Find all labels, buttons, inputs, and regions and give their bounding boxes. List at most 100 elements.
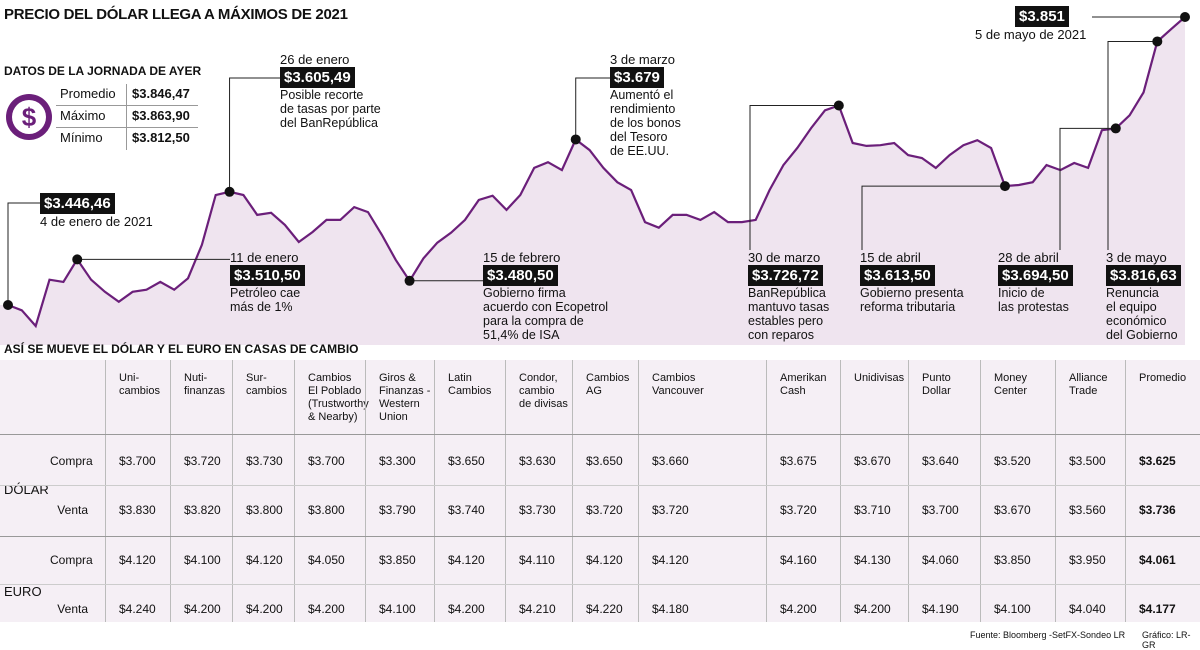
annotation-date: 11 de enero	[230, 250, 299, 265]
annotation: 3 de marzo $3.679 Aumentó el rendimiento d…	[610, 52, 681, 158]
cell: $4.120	[586, 553, 623, 567]
cell: $3.950	[1069, 553, 1106, 567]
annotation: $3.446,46 4 de enero de 2021	[40, 193, 153, 229]
group-label: EURO	[4, 584, 42, 599]
jornada-title: DATOS DE LA JORNADA DE AYER	[4, 64, 202, 78]
cell: $3.640	[922, 454, 959, 468]
connector	[1059, 127, 1116, 250]
cell: $4.120	[448, 553, 485, 567]
cell: $3.830	[119, 503, 156, 517]
annotation-date: 3 de mayo	[1106, 250, 1167, 265]
column-header: Money Center	[994, 372, 1028, 397]
cell: $3.630	[519, 454, 556, 468]
svg-text:$: $	[22, 102, 37, 132]
cell: $3.730	[246, 454, 283, 468]
stat-label: Promedio	[60, 86, 116, 101]
cell: $3.710	[854, 503, 891, 517]
column-header: Unidivisas	[854, 372, 905, 384]
column-rule	[840, 360, 841, 622]
stat-value: $3.812,50	[132, 130, 190, 145]
annotation-date: 28 de abril	[998, 250, 1059, 265]
column-header: Alliance Trade	[1069, 372, 1108, 397]
annotation-note: Aumentó el rendimiento de los bonos del …	[610, 88, 681, 158]
connector	[749, 104, 839, 250]
column-header: Cambios El Poblado (Trustworthy & Nearby…	[308, 372, 369, 423]
chart	[0, 12, 1190, 345]
group-rule	[0, 434, 1200, 435]
column-header: Cambios Vancouver	[652, 372, 704, 397]
cell: $4.050	[308, 553, 345, 567]
value-label: $3.851	[1015, 6, 1069, 27]
cell: $3.720	[780, 503, 817, 517]
connector	[229, 77, 280, 192]
cell: $4.200	[854, 602, 891, 616]
value-label: $3.480,50	[483, 265, 558, 286]
cell: $3.800	[308, 503, 345, 517]
value-label: $3.613,50	[860, 265, 935, 286]
cell: $3.300	[379, 454, 416, 468]
column-rule	[294, 360, 295, 622]
cell: $3.650	[586, 454, 623, 468]
column-rule	[980, 360, 981, 622]
connector	[7, 202, 40, 306]
cell: $4.060	[922, 553, 959, 567]
annotation-date: 3 de marzo	[610, 52, 676, 67]
point	[999, 181, 1010, 192]
column-rule	[365, 360, 366, 622]
value-label: $3.816,63	[1106, 265, 1181, 286]
cell: $4.061	[1139, 553, 1176, 567]
point	[570, 134, 581, 145]
value-label: $3.605,49	[280, 67, 355, 88]
group-rule	[0, 536, 1200, 537]
annotation-note: Inicio de las protestas	[998, 286, 1069, 314]
stat-label: Máximo	[60, 108, 106, 123]
stat-rule	[56, 127, 198, 128]
row-label: Venta	[57, 503, 88, 517]
cell: $4.200	[184, 602, 221, 616]
column-header: Amerikan Cash	[780, 372, 827, 397]
cell: $4.100	[379, 602, 416, 616]
cell: $3.700	[119, 454, 156, 468]
annotation-date: 5 de mayo de 2021	[975, 27, 1087, 42]
table-title: ASÍ SE MUEVE EL DÓLAR Y EL EURO EN CASAS…	[4, 342, 359, 356]
column-rule	[766, 360, 767, 622]
title: PRECIO DEL DÓLAR LLEGA A MÁXIMOS DE 2021	[4, 6, 348, 23]
cell: $3.675	[780, 454, 817, 468]
annotation-note: Petróleo cae más de 1%	[230, 286, 301, 314]
column-rule	[505, 360, 506, 622]
column-header: Nuti- finanzas	[184, 372, 225, 397]
cell: $4.120	[246, 553, 283, 567]
row-label: Venta	[57, 602, 88, 616]
row-label: Compra	[50, 454, 93, 468]
point	[3, 300, 13, 311]
cell: $3.650	[448, 454, 485, 468]
annotation-date: 15 de febrero	[483, 250, 561, 265]
cell: $3.790	[379, 503, 416, 517]
annotation-date: 15 de abril	[860, 250, 921, 265]
area	[0, 17, 1185, 345]
column-header: Latin Cambios	[448, 372, 492, 397]
annotation: 26 de enero $3.605,49 Posible recorte de t…	[280, 52, 381, 130]
cell: $4.040	[1069, 602, 1106, 616]
point	[72, 254, 83, 265]
point	[833, 100, 844, 111]
line	[7, 16, 1186, 329]
column-rule	[572, 360, 573, 622]
dollar-icon: $	[6, 94, 52, 140]
stat-vrule	[126, 84, 127, 150]
cell: $4.220	[586, 602, 623, 616]
annotation-note: Posible recorte de tasas por parte del B…	[280, 88, 381, 130]
column-rule	[1055, 360, 1056, 622]
cell: $3.720	[184, 454, 221, 468]
cell: $4.110	[519, 553, 555, 567]
column-rule	[105, 360, 106, 622]
point	[404, 275, 415, 286]
cell: $4.240	[119, 602, 156, 616]
cell: $4.210	[519, 602, 556, 616]
cell: $3.736	[1139, 503, 1176, 517]
annotation-date: 4 de enero de 2021	[40, 214, 153, 229]
column-rule	[908, 360, 909, 622]
cell: $4.120	[652, 553, 689, 567]
stat-label: Mínimo	[60, 130, 103, 145]
